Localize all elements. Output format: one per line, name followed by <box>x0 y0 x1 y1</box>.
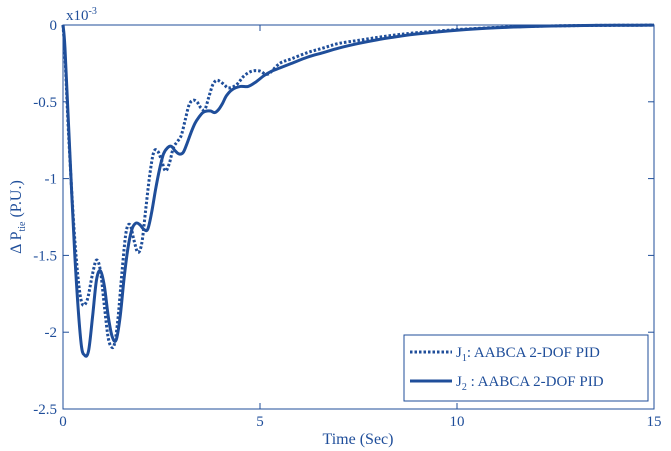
x-axis-label: Time (Sec) <box>323 431 394 448</box>
legend: J1: AABCA 2-DOF PID J2 : AABCA 2-DOF PID <box>403 334 649 402</box>
legend-box <box>403 334 649 402</box>
x-tick-label: 10 <box>450 414 465 430</box>
y-tick-label: -1 <box>45 172 58 188</box>
x-tick-label: 0 <box>59 414 67 430</box>
series-lines <box>61 23 655 358</box>
y-axis-label: Δ Ptie(P.U.) <box>8 180 28 254</box>
x-tick-label: 15 <box>647 414 662 430</box>
y-axis-multiplier: x10-3 <box>66 6 97 24</box>
x-tick-label: 5 <box>256 414 264 430</box>
y-tick-label: -2.5 <box>33 402 57 418</box>
axis-ticks: 0 5 10 15 0 -0.5 -1 -1.5 -2 -2.5 <box>33 18 661 430</box>
y-tick-label: 0 <box>50 18 58 34</box>
legend-label-j2: J2 : AABCA 2-DOF PID <box>456 374 604 393</box>
legend-label-j1: J1: AABCA 2-DOF PID <box>456 345 600 364</box>
series-line-j2 <box>61 23 655 358</box>
y-tick-label: -0.5 <box>33 95 57 111</box>
y-tick-label: -1.5 <box>33 248 57 264</box>
y-tick-label: -2 <box>45 325 58 341</box>
